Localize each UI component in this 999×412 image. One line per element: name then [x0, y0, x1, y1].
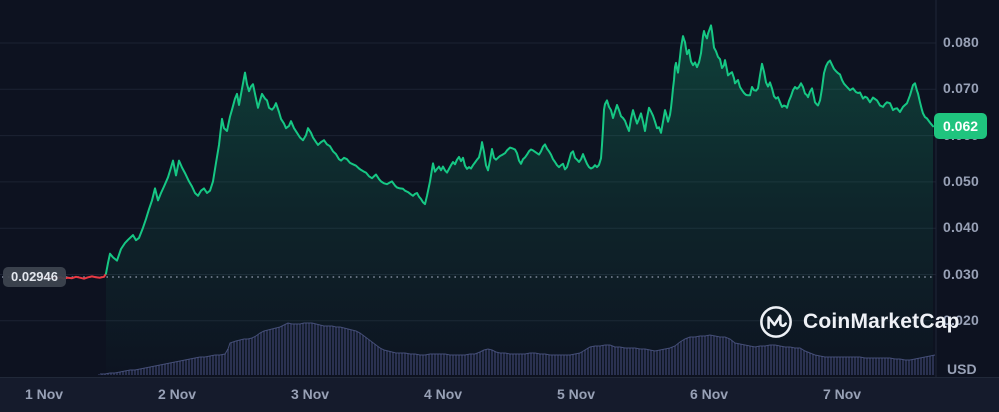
y-axis-label: 0.070 [943, 80, 980, 97]
y-axis-label: 0.080 [943, 34, 980, 50]
x-axis-label: 2 Nov [157, 386, 197, 402]
x-axis: 1 Nov 2 Nov 3 Nov 4 Nov 5 Nov 6 Nov 7 Nov [0, 377, 999, 412]
x-axis-label: 1 Nov [24, 386, 64, 402]
x-axis-label: 6 Nov [689, 386, 729, 402]
x-axis-label: 5 Nov [556, 386, 596, 402]
coinmarketcap-watermark: CoinMarketCap [757, 302, 960, 342]
watermark-text: CoinMarketCap [803, 310, 960, 333]
y-axis-label: 0.040 [943, 219, 980, 236]
open-price-badge: 0.02946 [3, 267, 66, 287]
y-axis-label: 0.030 [943, 265, 980, 282]
y-axis-label: 0.050 [943, 172, 980, 189]
x-axis-label: 3 Nov [290, 386, 330, 402]
current-price-badge: 0.062 [934, 113, 988, 140]
y-axis-label: 0.020 [943, 311, 980, 328]
x-axis-label: 7 Nov [822, 386, 862, 402]
coinmarketcap-logo-icon [760, 306, 792, 338]
x-axis-label: 4 Nov [423, 386, 463, 402]
y-axis-unit-label: USD [947, 361, 977, 377]
